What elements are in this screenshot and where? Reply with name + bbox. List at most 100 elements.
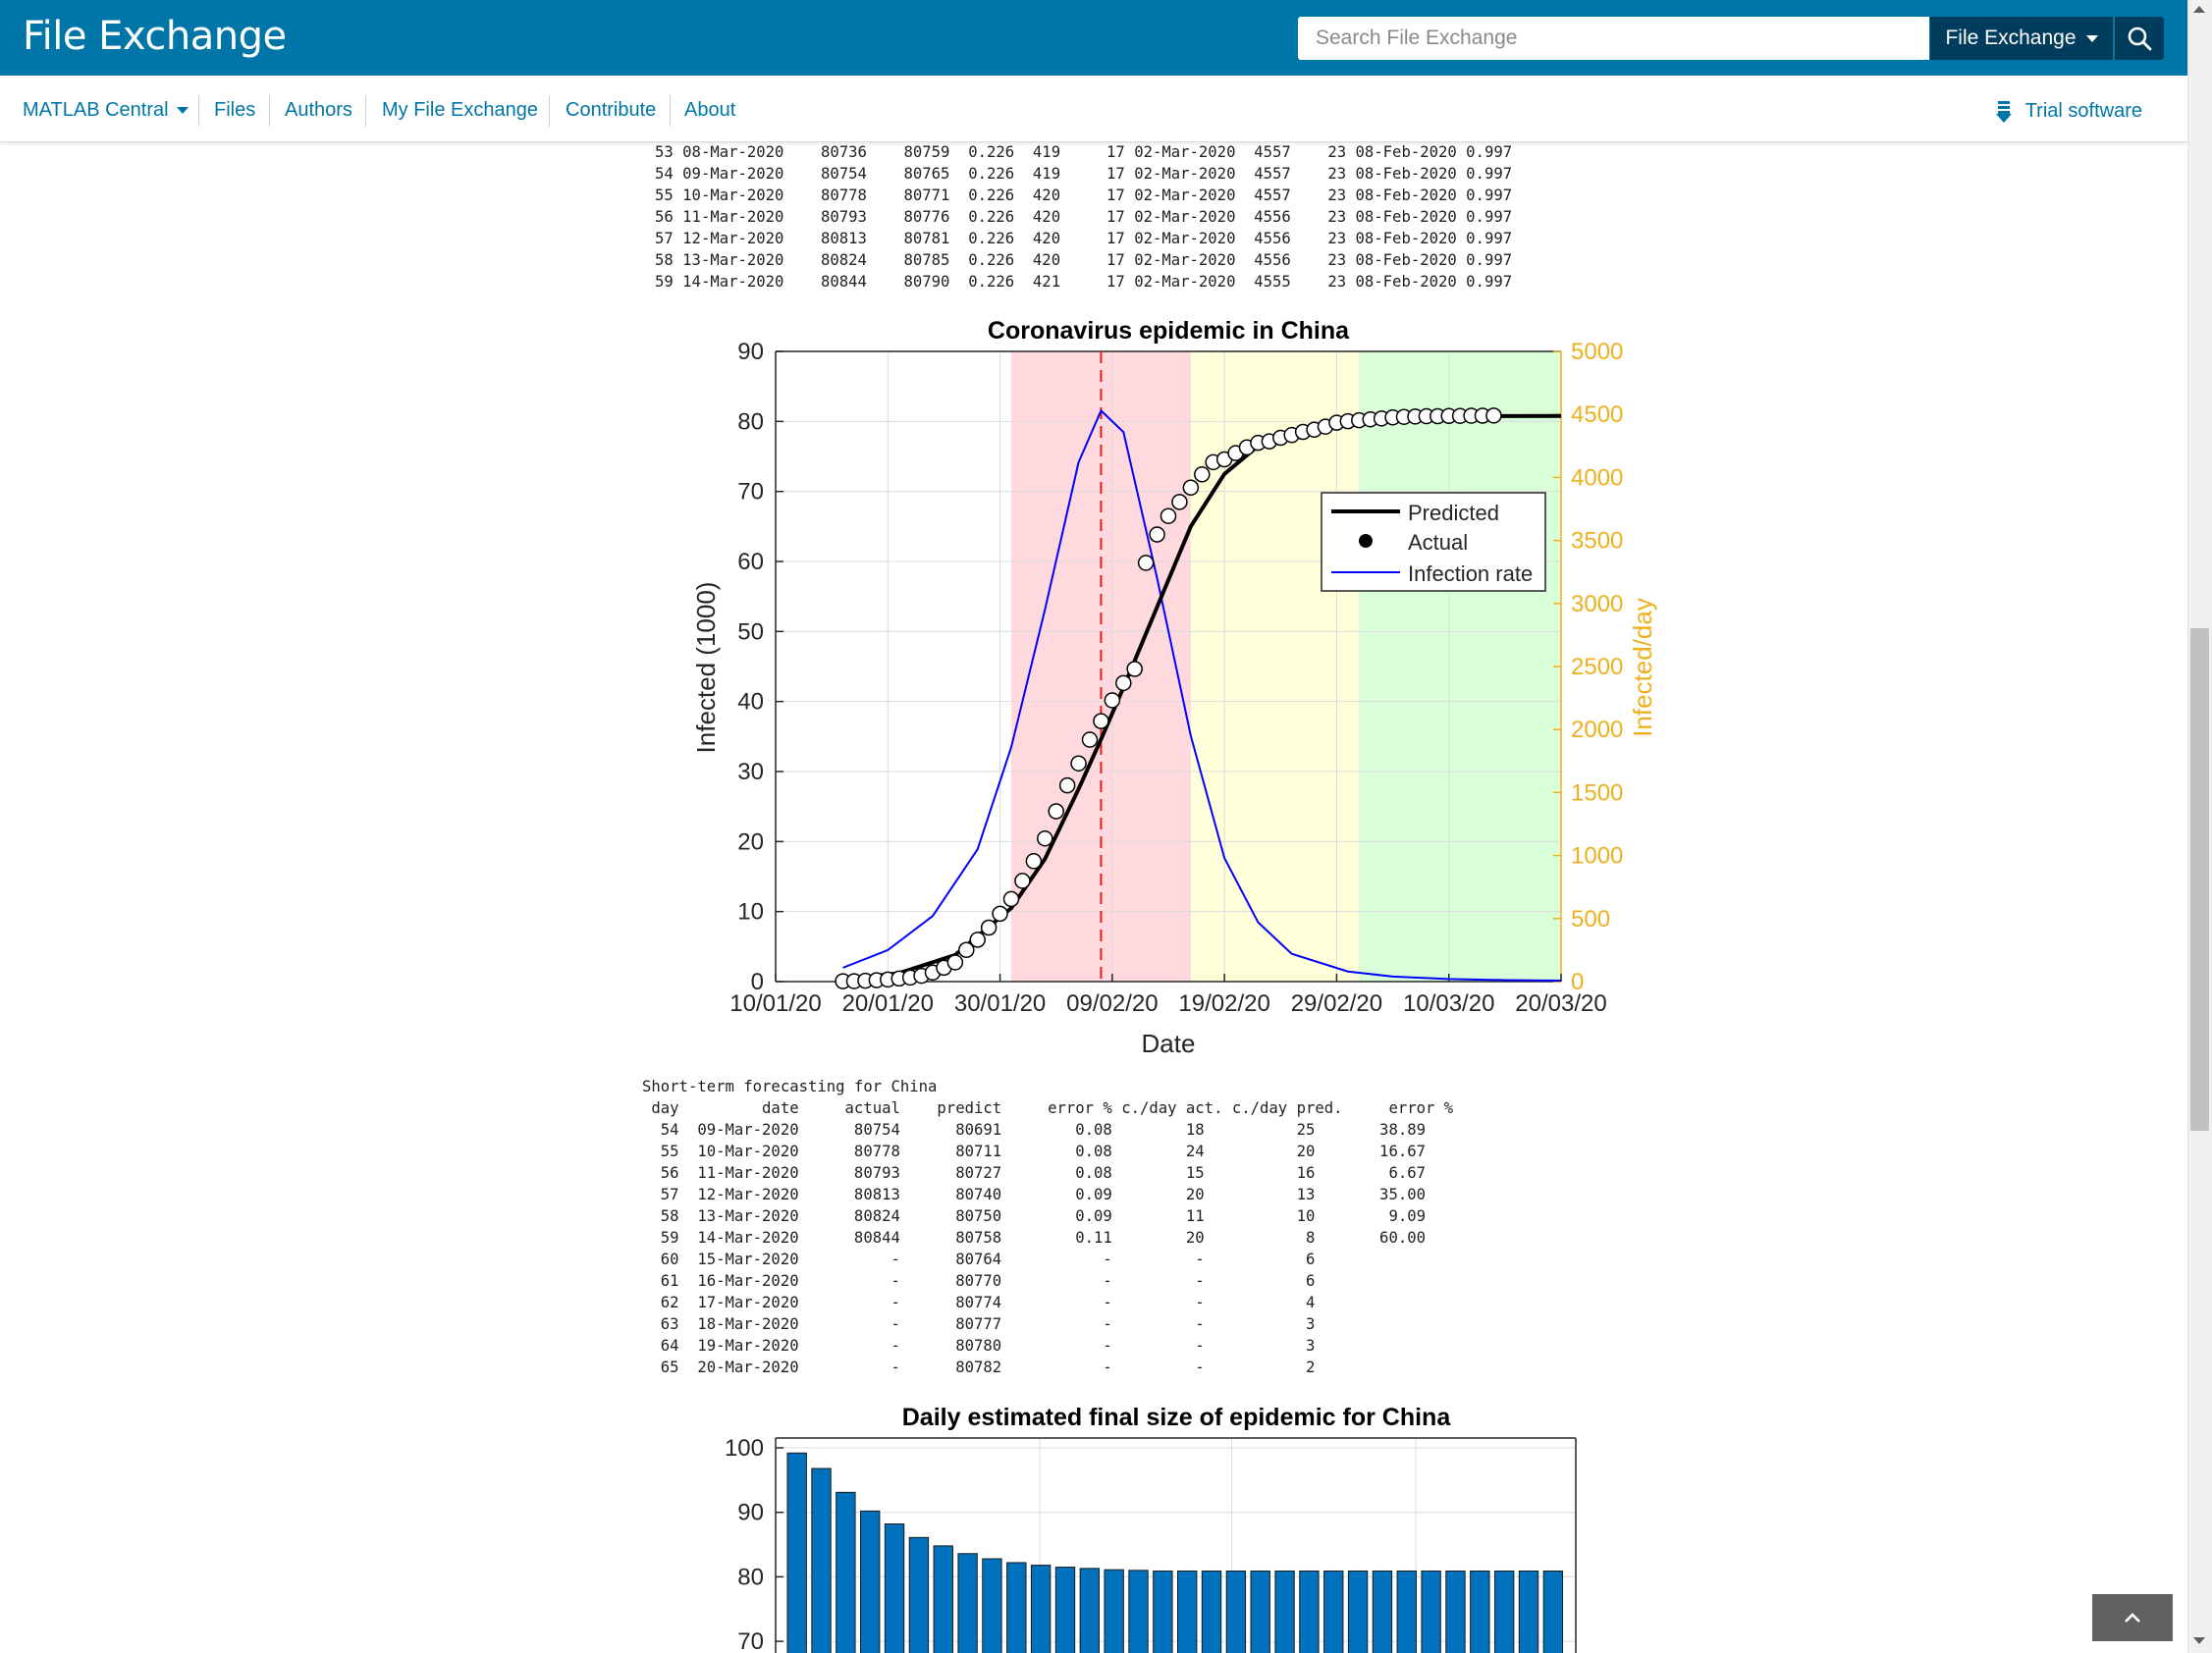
bar <box>1128 1570 1149 1653</box>
right-y-tick-label: 2000 <box>1571 717 1623 743</box>
bar <box>1006 1562 1027 1653</box>
scrollbar-thumb[interactable] <box>2190 628 2209 1131</box>
nav-divider <box>549 95 550 127</box>
table-row: Short-term forecasting for China <box>642 1078 938 1095</box>
chart-title: Coronavirus epidemic in China <box>988 317 1350 345</box>
bar <box>1250 1570 1270 1653</box>
brand-title[interactable]: File Exchange <box>23 14 287 59</box>
legend-entry: Infection rate <box>1408 561 1533 586</box>
right-y-tick-label: 1000 <box>1571 843 1623 870</box>
bar <box>982 1558 1002 1653</box>
infection-rate-line <box>842 408 1562 982</box>
table-row: 64 19-Mar-2020 - 80780 - - 3 <box>660 1337 1316 1355</box>
chevron-up-icon <box>2125 1613 2140 1623</box>
bar <box>1054 1567 1076 1653</box>
y-tick-label: 60 <box>737 549 764 575</box>
bar <box>1299 1570 1320 1653</box>
bar <box>1104 1569 1124 1653</box>
actual-data-point <box>1485 407 1502 424</box>
nav-my-file-exchange[interactable]: My File Exchange <box>382 99 538 121</box>
bar <box>1153 1570 1173 1653</box>
x-axis-label: Date <box>1142 1029 1196 1058</box>
nav-about[interactable]: About <box>684 99 736 121</box>
nav-contribute[interactable]: Contribute <box>566 99 657 121</box>
bar <box>1518 1570 1539 1653</box>
search-button[interactable] <box>2114 17 2164 60</box>
actual-data-point <box>969 932 986 948</box>
right-y-tick-label: 0 <box>1571 969 1584 995</box>
bar <box>811 1467 832 1653</box>
actual-data-point <box>958 941 975 959</box>
bar <box>836 1491 856 1653</box>
actual-data-point <box>1115 674 1132 692</box>
y-tick-label: 20 <box>737 828 764 855</box>
actual-data-point <box>1104 692 1121 709</box>
y-tick-label: 80 <box>737 1564 764 1590</box>
actual-data-point <box>1058 776 1076 794</box>
search-input[interactable] <box>1298 17 1929 60</box>
actual-data-point <box>1182 479 1200 496</box>
actual-data-point <box>946 954 964 971</box>
actual-data-point <box>1037 829 1053 847</box>
bar <box>1421 1570 1441 1653</box>
y-tick-label: 10 <box>737 899 764 926</box>
actual-data-point <box>1025 853 1043 870</box>
bar <box>1542 1570 1564 1653</box>
nav-files[interactable]: Files <box>214 99 256 121</box>
table-row: 65 20-Mar-2020 - 80782 - - 2 <box>642 1359 1316 1376</box>
nav-matlab-central[interactable]: MATLAB Central <box>23 99 189 122</box>
right-y-tick-label: 5000 <box>1571 339 1623 365</box>
bar <box>884 1523 905 1653</box>
trial-software-link[interactable]: Trial software <box>1995 99 2142 123</box>
y-tick-label: 30 <box>737 759 764 785</box>
table-row: 55 10-Mar-2020 80778 80711 0.08 24 20 16… <box>660 1143 1426 1160</box>
x-tick-label: 09/02/20 <box>1066 990 1158 1017</box>
bar <box>1396 1570 1417 1653</box>
actual-data-point <box>1014 873 1031 889</box>
scroll-up-icon[interactable] <box>2193 6 2205 13</box>
chevron-down-icon <box>2085 34 2098 42</box>
y-tick-label: 90 <box>737 1500 764 1526</box>
right-y-tick-label: 500 <box>1571 906 1610 933</box>
actual-data-point <box>980 919 998 936</box>
back-to-top-button[interactable] <box>2092 1594 2173 1641</box>
actual-data-point <box>1126 661 1143 677</box>
actual-data-point <box>1070 755 1087 772</box>
x-tick-label: 20/03/20 <box>1515 990 1606 1017</box>
right-y-tick-label: 4500 <box>1571 401 1623 428</box>
bar <box>1177 1570 1198 1653</box>
search-icon <box>2128 27 2152 51</box>
right-y-tick-label: 4000 <box>1571 464 1623 491</box>
secondary-nav: MATLAB Central Files Authors My File Exc… <box>0 76 2187 142</box>
bar <box>1445 1570 1466 1653</box>
bar <box>1030 1565 1052 1653</box>
right-y-tick-label: 1500 <box>1571 779 1623 806</box>
results-table: 53 08-Mar-2020 80736 80759 0.226 419 17 … <box>655 141 1512 293</box>
zone-green <box>1359 351 1561 982</box>
x-tick-label: 10/03/20 <box>1403 990 1494 1017</box>
nav-divider <box>365 95 366 127</box>
bar <box>1079 1568 1101 1653</box>
search-scope-dropdown[interactable]: File Exchange <box>1930 17 2113 60</box>
nav-authors[interactable]: Authors <box>285 99 352 121</box>
y-tick-label: 70 <box>737 1628 764 1653</box>
final-size-bar-chart: Daily estimated final size of epidemic f… <box>725 1404 1577 1653</box>
table-row: 56 11-Mar-2020 80793 80776 0.226 420 17 … <box>655 208 1513 226</box>
bar <box>1470 1570 1490 1653</box>
y-axis-label: Infected (1000) <box>691 582 721 754</box>
bar <box>1274 1570 1295 1653</box>
bar-chart-title: Daily estimated final size of epidemic f… <box>902 1404 1452 1431</box>
download-icon <box>1995 101 2012 123</box>
actual-data-point <box>1160 507 1177 524</box>
x-tick-label: 20/01/20 <box>842 990 934 1017</box>
nav-divider <box>269 95 270 127</box>
table-row: 58 13-Mar-2020 80824 80750 0.09 11 10 9.… <box>660 1207 1426 1225</box>
table-row: 63 18-Mar-2020 - 80777 - - 3 <box>660 1315 1316 1333</box>
x-tick-label: 19/02/20 <box>1178 990 1269 1017</box>
table-row: 62 17-Mar-2020 - 80774 - - 4 <box>660 1294 1316 1311</box>
x-tick-label: 10/01/20 <box>729 990 821 1017</box>
scroll-down-icon[interactable] <box>2193 1637 2205 1644</box>
x-tick-label: 29/02/20 <box>1291 990 1382 1017</box>
x-tick-label: 30/01/20 <box>954 990 1046 1017</box>
y-tick-label: 40 <box>737 689 764 716</box>
